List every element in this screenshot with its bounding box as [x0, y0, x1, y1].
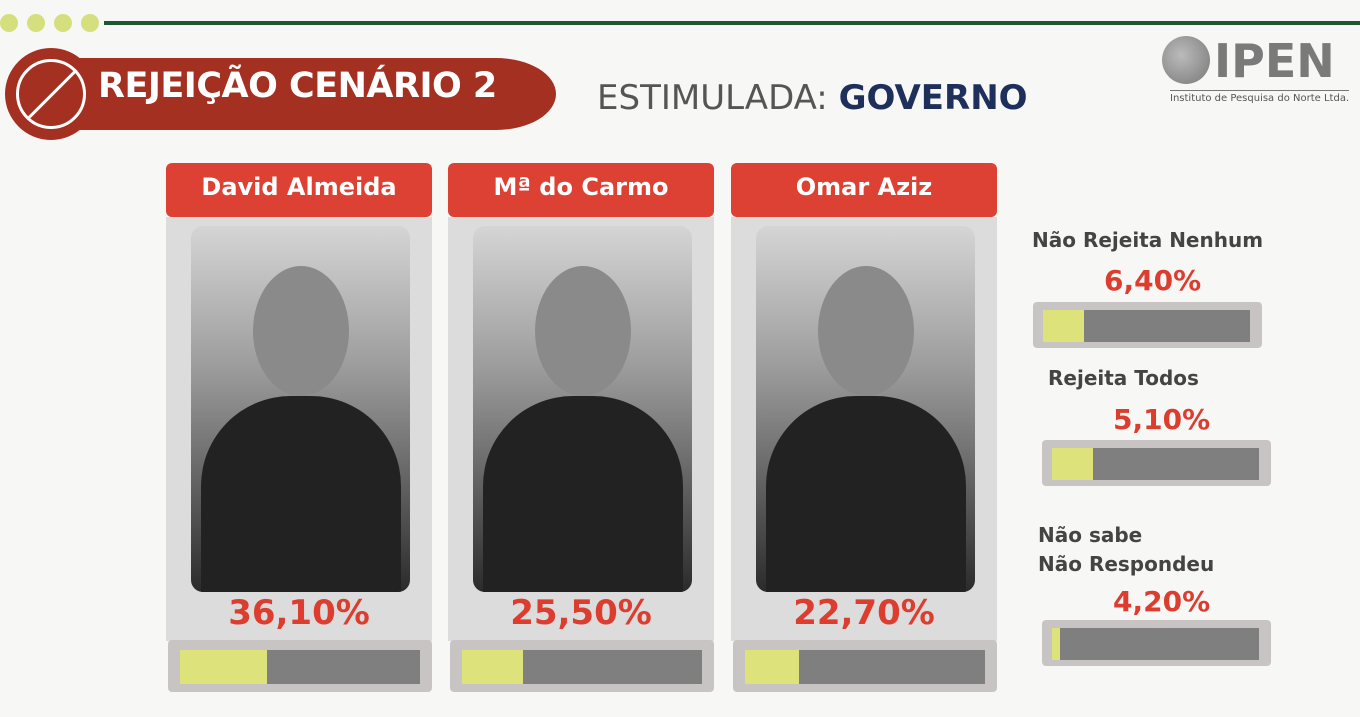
other-bar-fill — [1043, 310, 1085, 342]
candidate-panel: 25,50% — [448, 217, 714, 641]
other-bar — [1042, 440, 1271, 486]
decor-dot — [27, 14, 45, 32]
candidate-value: 25,50% — [510, 593, 652, 633]
subtitle-prefix: ESTIMULADA: — [597, 78, 828, 118]
title-banner — [40, 58, 556, 130]
candidate-name: Mª do Carmo — [448, 163, 714, 217]
other-value: 6,40% — [1104, 264, 1202, 297]
other-label: Não Respondeu — [1038, 552, 1215, 576]
candidate-bar — [450, 640, 714, 692]
candidate-card: Mª do Carmo 25,50% — [448, 163, 714, 692]
decor-dot — [81, 14, 99, 32]
candidate-card: David Almeida 36,10% — [166, 163, 432, 692]
candidate-panel: 36,10% — [166, 217, 432, 641]
candidate-name: Omar Aziz — [731, 163, 997, 217]
other-label: Não Rejeita Nenhum — [1032, 228, 1264, 252]
other-label: Rejeita Todos — [1048, 366, 1199, 390]
candidate-panel: 22,70% — [731, 217, 997, 641]
logo-tagline: Instituto de Pesquisa do Norte Ltda. — [1170, 90, 1350, 104]
logo-name: IPEN — [1214, 34, 1335, 88]
page-subtitle: ESTIMULADA: GOVERNO — [597, 78, 1028, 118]
other-value: 4,20% — [1113, 585, 1211, 618]
candidate-bar — [168, 640, 432, 692]
candidate-card: Omar Aziz 22,70% — [731, 163, 997, 692]
other-label: Não sabe — [1038, 523, 1143, 547]
decor-dot — [0, 14, 18, 32]
header-divider — [104, 21, 1360, 25]
candidate-photo — [756, 226, 975, 592]
candidate-photo — [191, 226, 410, 592]
no-voting-icon — [5, 48, 97, 140]
other-bar — [1042, 620, 1271, 666]
other-bar-fill — [1052, 448, 1094, 480]
candidate-name: David Almeida — [166, 163, 432, 217]
decor-dot — [54, 14, 72, 32]
other-bar-fill — [1052, 628, 1061, 660]
candidate-value: 22,70% — [793, 593, 935, 633]
candidate-value: 36,10% — [228, 593, 370, 633]
other-value: 5,10% — [1113, 403, 1211, 436]
candidate-bar-fill — [180, 650, 267, 684]
page-title: REJEIÇÃO CENÁRIO 2 — [98, 66, 497, 106]
subtitle-emphasis: GOVERNO — [838, 78, 1028, 118]
candidate-photo — [473, 226, 692, 592]
candidate-bar-fill — [745, 650, 800, 684]
candidate-bar-fill — [462, 650, 524, 684]
other-bar — [1033, 302, 1262, 348]
candidate-bar — [733, 640, 997, 692]
globe-icon — [1162, 36, 1210, 84]
